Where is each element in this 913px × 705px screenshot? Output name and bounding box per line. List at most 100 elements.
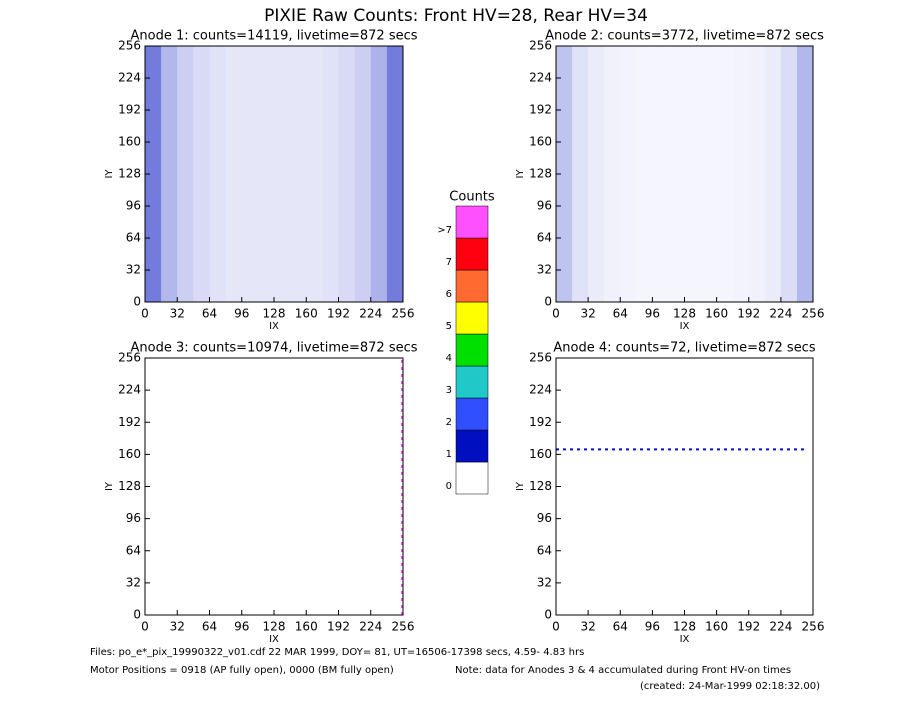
y-tick-label: 0 [544, 608, 552, 622]
x-tick-label: 0 [552, 307, 560, 321]
x-tick-label: 64 [613, 307, 628, 321]
x-tick-label: 64 [202, 620, 217, 634]
x-axis-label: IX [680, 634, 690, 645]
y-tick-label: 64 [126, 543, 141, 557]
x-tick-label: 32 [580, 307, 595, 321]
y-tick-label: 160 [118, 447, 141, 461]
y-axis-label: IY [515, 169, 526, 179]
density-cell [684, 46, 701, 302]
footer-created: (created: 24-Mar-1999 02:18:32.00) [640, 681, 820, 692]
y-tick-label: 96 [126, 511, 141, 525]
x-tick-label: 192 [737, 620, 760, 634]
density-cell [322, 46, 339, 302]
y-axis-label: IY [515, 481, 526, 491]
y-tick-label: 32 [537, 263, 552, 277]
colorbar-swatch [455, 365, 489, 399]
density-cell [354, 46, 371, 302]
colorbar-swatch [455, 429, 489, 463]
y-tick-label: 192 [118, 415, 141, 429]
x-tick-label: 160 [705, 620, 728, 634]
y-tick-label: 256 [118, 351, 141, 365]
x-tick-label: 224 [359, 620, 382, 634]
plot-frame [555, 357, 814, 616]
x-tick-label: 224 [769, 620, 792, 634]
density-cell [306, 46, 323, 302]
footer-motor: Motor Positions = 0918 (AP fully open), … [90, 665, 394, 676]
density-cell [241, 46, 258, 302]
y-tick-label: 192 [529, 103, 552, 117]
x-tick-label: 96 [645, 620, 660, 634]
y-tick-label: 128 [529, 167, 552, 181]
x-tick-label: 96 [234, 620, 249, 634]
x-tick-label: 256 [392, 307, 415, 321]
x-tick-label: 192 [327, 307, 350, 321]
x-tick-label: 192 [327, 620, 350, 634]
x-tick-label: 224 [359, 307, 382, 321]
y-tick-label: 128 [529, 479, 552, 493]
x-tick-label: 0 [141, 307, 149, 321]
panel-title: Anode 2: counts=3772, livetime=872 secs [545, 29, 824, 44]
x-tick-label: 0 [141, 620, 149, 634]
y-tick-label: 192 [118, 103, 141, 117]
x-tick-label: 128 [673, 620, 696, 634]
y-tick-label: 64 [537, 231, 552, 245]
colorbar-label: 6 [446, 289, 452, 300]
x-axis-label: IX [269, 321, 279, 332]
footer-note: Note: data for Anodes 3 & 4 accumulated … [455, 665, 791, 676]
x-tick-label: 32 [170, 620, 185, 634]
colorbar-label: 1 [446, 449, 452, 460]
density-cell [386, 46, 403, 302]
colorbar-swatch [455, 461, 489, 495]
y-tick-label: 64 [537, 543, 552, 557]
colorbar-swatch [455, 301, 489, 335]
y-tick-label: 32 [126, 263, 141, 277]
density-cell [338, 46, 355, 302]
density-cell [572, 46, 589, 302]
colorbar-swatch [455, 237, 489, 271]
colorbar-label: 0 [446, 481, 452, 492]
panel-title: Anode 1: counts=14119, livetime=872 secs [130, 29, 417, 44]
page-title: PIXIE Raw Counts: Front HV=28, Rear HV=3… [264, 6, 648, 26]
y-tick-label: 64 [126, 231, 141, 245]
y-tick-label: 128 [118, 479, 141, 493]
density-cell [700, 46, 717, 302]
x-tick-label: 0 [552, 620, 560, 634]
x-tick-label: 160 [705, 307, 728, 321]
y-tick-label: 0 [544, 295, 552, 309]
y-tick-label: 256 [529, 351, 552, 365]
y-tick-label: 160 [529, 135, 552, 149]
y-tick-label: 256 [529, 39, 552, 53]
density-cell [604, 46, 621, 302]
colorbar-label: >7 [437, 225, 452, 236]
x-axis-label: IX [680, 321, 690, 332]
y-tick-label: 96 [126, 199, 141, 213]
y-tick-label: 224 [118, 383, 141, 397]
density-cell [716, 46, 733, 302]
colorbar-label: 2 [446, 417, 452, 428]
density-cell [732, 46, 749, 302]
colorbar-title: Counts [449, 190, 495, 205]
x-tick-label: 128 [263, 620, 286, 634]
colorbar-label: 4 [446, 353, 452, 364]
colorbar-label: 7 [446, 257, 452, 268]
density-cell [796, 46, 813, 302]
x-tick-label: 256 [802, 307, 825, 321]
footer-files: Files: po_e*_pix_19990322_v01.cdf 22 MAR… [90, 647, 584, 658]
colorbar-label: 3 [446, 385, 452, 396]
x-tick-label: 160 [295, 620, 318, 634]
y-tick-label: 0 [133, 608, 141, 622]
y-tick-label: 224 [118, 71, 141, 85]
density-cell [620, 46, 637, 302]
colorbar-swatch [455, 333, 489, 367]
density-cell [764, 46, 781, 302]
panel-title: Anode 3: counts=10974, livetime=872 secs [130, 341, 417, 356]
plot-frame [144, 357, 404, 616]
x-tick-label: 192 [737, 307, 760, 321]
density-cell [668, 46, 685, 302]
colorbar-swatch [455, 397, 489, 431]
density-cell [257, 46, 274, 302]
density-cell [748, 46, 765, 302]
x-tick-label: 224 [769, 307, 792, 321]
y-tick-label: 96 [537, 511, 552, 525]
